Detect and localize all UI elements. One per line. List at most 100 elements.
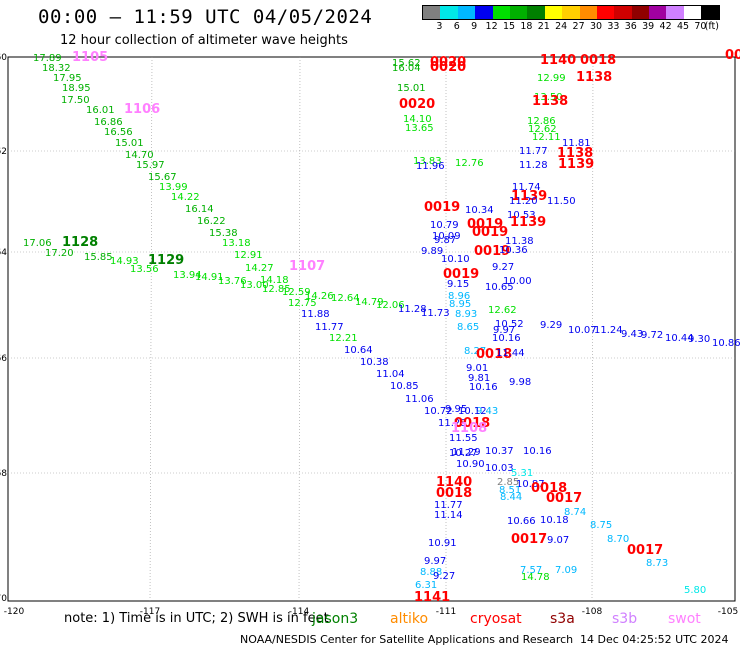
map-frame [7, 56, 736, 602]
wave-height-label: 10.09 [432, 231, 461, 242]
mission-label: cryosat [470, 611, 522, 627]
mission-label: jason3 [312, 611, 359, 627]
wave-height-label: 11.55 [449, 433, 478, 444]
wave-height-label: 16.56 [104, 127, 133, 138]
color-scale-swatch [649, 6, 667, 19]
pass-time-label: 1140 [540, 53, 576, 68]
latitude-label: 64 [0, 248, 7, 258]
wave-height-label: 14.78 [521, 572, 550, 583]
pass-time-label: 0017 [546, 491, 582, 506]
latitude-label: 60 [0, 53, 7, 63]
wave-height-label: 11.77 [434, 500, 463, 511]
wave-height-label: 12.91 [234, 250, 263, 261]
pass-time-label: 0017 [511, 532, 547, 547]
footer-timestamp: 14 Dec 04:25:52 UTC 2024 [580, 633, 729, 646]
wave-height-label: 11.44 [496, 348, 525, 359]
mission-label: altiko [390, 611, 429, 627]
wave-height-label: 15.67 [148, 172, 177, 183]
pass-time-label: 0020 [430, 60, 466, 75]
wave-height-label: 11.96 [416, 161, 445, 172]
wave-height-label: 11.14 [434, 510, 463, 521]
color-scale-label: 33 [607, 21, 620, 32]
wave-height-label: 16.22 [197, 216, 226, 227]
wave-height-label: 9.72 [641, 330, 663, 341]
color-scale-swatch [423, 6, 441, 19]
color-scale-label: 21 [537, 21, 550, 32]
color-scale-swatch [562, 6, 580, 19]
wave-height-label: 13.94 [173, 270, 202, 281]
wave-height-label: 14.10 [403, 114, 432, 125]
color-scale-swatch [492, 6, 510, 19]
wave-height-label: 10.38 [360, 357, 389, 368]
pass-time-label: 1129 [148, 253, 184, 268]
color-scale-label: 6 [453, 21, 460, 32]
wave-height-label: 13.65 [405, 123, 434, 134]
wave-height-label: 12.62 [488, 305, 517, 316]
wave-height-label: 15.01 [397, 83, 426, 94]
wave-height-label: 12.86 [527, 116, 556, 127]
wave-height-label: 10.07 [568, 325, 597, 336]
wave-height-label: 11.04 [376, 369, 405, 380]
wave-height-label: 15.85 [84, 252, 113, 263]
wave-height-label: 12.59 [282, 287, 311, 298]
mission-label: s3b [612, 611, 638, 627]
color-scale-swatch [666, 6, 684, 19]
wave-height-label: 5.80 [684, 585, 706, 596]
wave-height-label: 11.28 [438, 418, 467, 429]
wave-height-label: 9.27 [492, 262, 514, 273]
color-scale-label: 45 [676, 21, 690, 32]
wave-height-label: 2.85 [497, 477, 519, 488]
wave-height-label: 11.29 [452, 447, 481, 458]
wave-height-label: 16.04 [392, 63, 421, 74]
wave-height-label: 14.70 [125, 150, 154, 161]
pass-time-label: 1105 [72, 50, 108, 65]
color-scale-label: 18 [520, 21, 533, 32]
color-scale-label: 39 [642, 21, 655, 32]
longitude-label: -108 [582, 607, 603, 617]
wave-height-label: 17.06 [23, 238, 52, 249]
pass-time-label: 1138 [557, 146, 593, 161]
pass-time-label: 1139 [558, 157, 594, 172]
pass-time-label: 1139 [510, 215, 546, 230]
color-scale-label: 12 [485, 21, 498, 32]
wave-height-label: 13.18 [222, 238, 251, 249]
wave-height-label: 11.24 [594, 325, 623, 336]
wave-height-label: 17.89 [33, 53, 62, 64]
wave-height-label: 8.95 [449, 299, 471, 310]
wave-height-label: 8.44 [500, 492, 522, 503]
pass-time-label: 0017 [725, 48, 740, 63]
wave-height-label: 10.87 [516, 479, 545, 490]
wave-height-label: 10.27 [449, 448, 478, 459]
mission-label: swot [668, 611, 701, 627]
color-scale-legend: 3 6 9 12 15 18 21 24 27 30 33 36 39 42 45 70 (ft) [422, 5, 720, 34]
wave-height-label: 11.77 [315, 322, 344, 333]
color-scale-swatch [457, 6, 476, 19]
longitude-label: -111 [436, 607, 456, 617]
wave-height-label: 9.97 [493, 325, 515, 336]
longitude-label: -117 [140, 607, 160, 617]
pass-time-label: 0018 [436, 486, 472, 501]
pass-time-label: 1108 [451, 421, 487, 436]
wave-height-label: 5.31 [511, 468, 533, 479]
wave-height-label: 17.95 [53, 73, 82, 84]
wave-height-label: 11.28 [398, 304, 427, 315]
pass-time-label: 0019 [467, 217, 503, 232]
wave-height-label: 12.99 [537, 73, 566, 84]
mission-label: s3a [550, 611, 575, 627]
wave-height-label: 11.06 [405, 394, 434, 405]
wave-height-label: 14.27 [245, 263, 274, 274]
color-scale-swatch [683, 6, 702, 19]
wave-height-label: 10.64 [344, 345, 373, 356]
color-scale-label: 3 [436, 21, 443, 32]
wave-height-label: 10.72 [424, 406, 453, 417]
wave-height-label: 10.53 [507, 210, 536, 221]
pass-time-label: 1139 [511, 189, 547, 204]
wave-height-label: 7.09 [555, 565, 577, 576]
footer-note: note: 1) Time is in UTC; 2) SWH is in fe… [64, 611, 329, 626]
pass-time-label: 1138 [532, 94, 568, 109]
wave-height-label: 8.75 [590, 520, 612, 531]
wave-height-label: 8.74 [564, 507, 586, 518]
wave-height-label: 11.73 [421, 308, 450, 319]
color-scale-swatch [614, 6, 632, 19]
